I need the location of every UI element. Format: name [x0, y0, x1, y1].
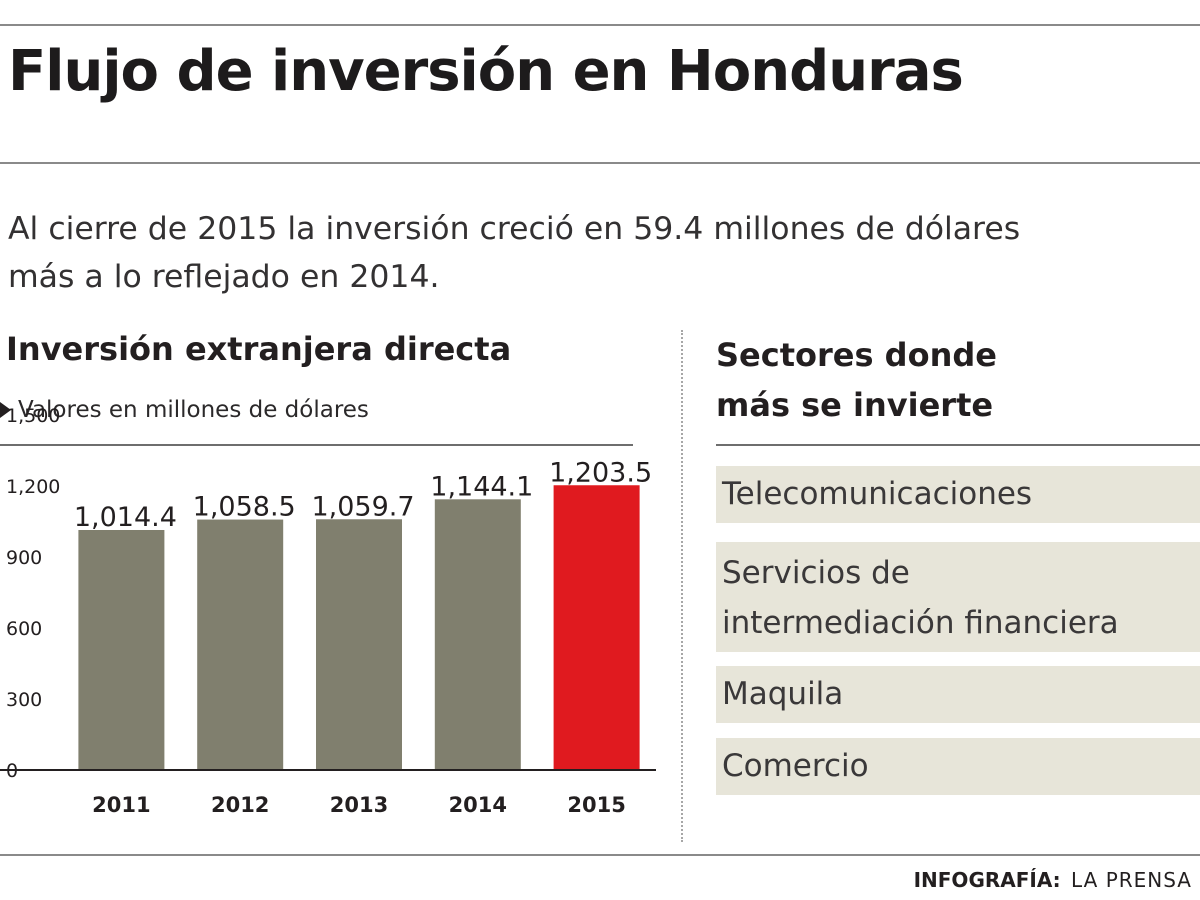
x-tick-label: 2015 [567, 793, 625, 817]
credit-label: INFOGRAFÍA: [913, 868, 1061, 892]
x-tick-label: 2011 [92, 793, 150, 817]
sector-item-maquila: Maquila [716, 666, 1200, 723]
title-divider [0, 162, 1200, 164]
chart-subtitle: Valores en millones de dólares [0, 397, 369, 423]
bar-value-label: 1,144.1 [430, 471, 533, 502]
sectors-header-rule [716, 444, 1200, 446]
sector-item-comercio: Comercio [716, 738, 1200, 795]
y-tick-label: 1,200 [6, 476, 60, 498]
intro-line-1: Al cierre de 2015 la inversión creció en… [8, 211, 1021, 247]
y-tick-label: 900 [6, 547, 42, 569]
bar-2012 [197, 519, 284, 770]
chart-header-rule [0, 444, 633, 446]
sector-label: Maquila [722, 676, 844, 712]
intro-text: Al cierre de 2015 la inversión creció en… [8, 205, 1198, 301]
sector-label-line-1: Servicios de [722, 555, 910, 591]
triangle-right-icon [0, 402, 11, 418]
bar-2014 [434, 499, 521, 770]
chart-title: Inversión extranjera directa [6, 330, 512, 368]
bar-2015 [553, 485, 640, 770]
y-tick-label: 600 [6, 618, 42, 640]
intro-line-2: más a lo reflejado en 2014. [8, 259, 440, 295]
page-title: Flujo de inversión en Honduras [8, 39, 964, 104]
bar-2013 [316, 519, 402, 770]
bottom-rule [0, 854, 1200, 856]
column-divider [681, 330, 683, 842]
sectors-title-line-1: Sectores donde [716, 336, 997, 374]
sector-label: Comercio [722, 748, 869, 784]
top-rule [0, 24, 1200, 26]
sector-label: Telecomunicaciones [722, 476, 1033, 512]
x-tick-label: 2012 [211, 793, 269, 817]
credit-line: INFOGRAFÍA: LA PRENSA [914, 868, 1192, 892]
bar-value-label: 1,014.4 [74, 502, 177, 533]
sector-label-line-2: intermediación financiera [722, 605, 1119, 641]
bar-chart: 03006009001,2001,5001,014.420111,058.520… [0, 405, 656, 817]
bar-value-label: 1,059.7 [311, 491, 414, 522]
y-tick-label: 1,500 [6, 405, 60, 427]
sectors-title-line-2: más se invierte [716, 386, 994, 424]
sectors-title: Sectores donde más se invierte [716, 330, 997, 430]
x-tick-label: 2013 [330, 793, 388, 817]
y-tick-label: 300 [6, 689, 42, 711]
credit-source: LA PRENSA [1071, 868, 1192, 892]
sector-item-servicios-financieros: Servicios de intermediación financiera [716, 542, 1200, 652]
bar-2011 [78, 529, 165, 770]
sector-item-telecomunicaciones: Telecomunicaciones [716, 466, 1200, 523]
x-tick-label: 2014 [449, 793, 507, 817]
chart-subtitle-text: Valores en millones de dólares [18, 397, 369, 423]
bar-value-label: 1,058.5 [193, 492, 296, 523]
bar-value-label: 1,203.5 [549, 457, 652, 488]
